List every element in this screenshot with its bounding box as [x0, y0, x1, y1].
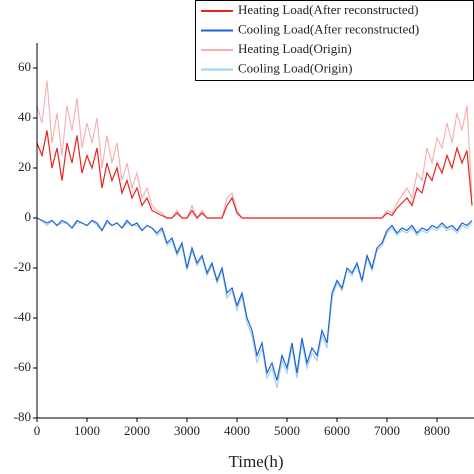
x-tick-label: 8000 [424, 423, 450, 438]
data-line [36, 217, 473, 389]
y-tick-label: 40 [18, 109, 31, 124]
y-tick-label: -20 [14, 259, 31, 274]
legend-box [195, 0, 474, 81]
y-tick-label: -80 [14, 409, 31, 424]
data-line [36, 130, 473, 219]
legend-label: Heating Load(Origin) [238, 41, 352, 56]
data-line [36, 80, 473, 220]
y-tick-label: 20 [18, 159, 31, 174]
x-tick-label: 4000 [224, 423, 250, 438]
x-tick-label: 1000 [74, 423, 100, 438]
x-tick-label: 0 [34, 423, 41, 438]
x-axis-label: Time(h) [228, 452, 283, 471]
data-line [36, 217, 473, 381]
legend-label: Heating Load(After reconstructed) [238, 2, 418, 17]
legend-label: Cooling Load(After reconstructed) [238, 21, 419, 36]
x-tick-label: 5000 [274, 423, 300, 438]
x-tick-label: 3000 [174, 423, 200, 438]
y-tick-label: 0 [25, 209, 32, 224]
y-tick-label: -40 [14, 309, 31, 324]
x-tick-label: 7000 [374, 423, 400, 438]
x-tick-label: 6000 [324, 423, 350, 438]
legend-label: Cooling Load(Origin) [238, 60, 352, 75]
y-tick-label: 60 [18, 59, 31, 74]
x-tick-label: 2000 [124, 423, 150, 438]
y-tick-label: -60 [14, 359, 31, 374]
